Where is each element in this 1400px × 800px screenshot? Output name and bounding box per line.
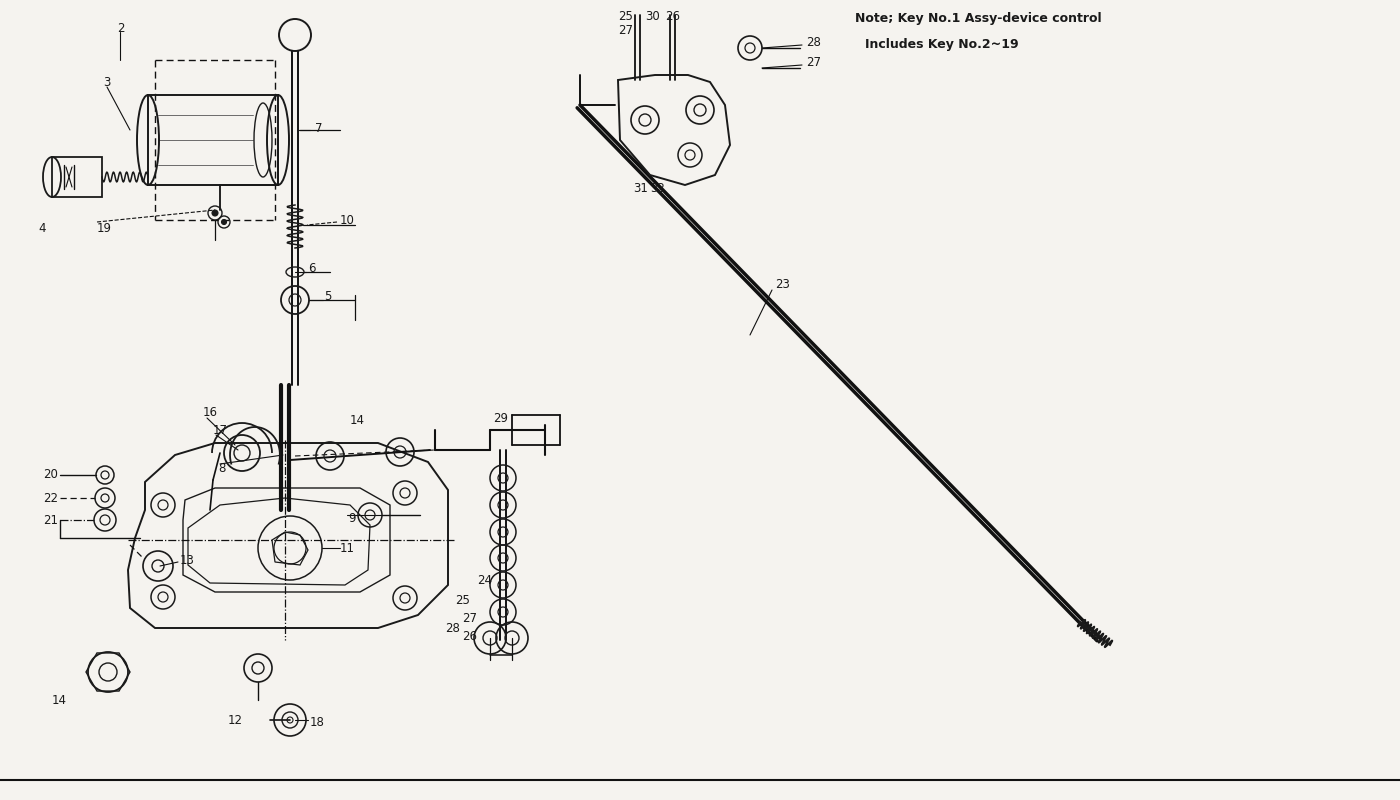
Text: 26: 26 (665, 10, 680, 22)
Text: 7: 7 (315, 122, 322, 134)
Text: 27: 27 (462, 611, 477, 625)
Text: 29: 29 (493, 411, 508, 425)
Text: 2: 2 (118, 22, 125, 34)
Text: 26: 26 (462, 630, 477, 642)
Text: 12: 12 (228, 714, 244, 726)
Text: 21: 21 (43, 514, 57, 526)
Text: 23: 23 (776, 278, 790, 291)
Text: 25: 25 (617, 10, 633, 22)
Text: 11: 11 (340, 542, 356, 554)
Text: Includes Key No.2~19: Includes Key No.2~19 (865, 38, 1019, 51)
Circle shape (211, 210, 218, 216)
Text: 31: 31 (633, 182, 648, 194)
Text: 28: 28 (445, 622, 459, 634)
Text: 25: 25 (455, 594, 470, 606)
Text: 8: 8 (218, 462, 225, 474)
Text: 30: 30 (645, 10, 659, 22)
Text: 24: 24 (477, 574, 491, 586)
Text: 18: 18 (309, 715, 325, 729)
Text: 27: 27 (617, 23, 633, 37)
Text: 4: 4 (38, 222, 45, 234)
Circle shape (221, 219, 227, 225)
Text: 16: 16 (203, 406, 218, 419)
Bar (148, 95, 279, 185)
Text: 13: 13 (181, 554, 195, 566)
Text: 28: 28 (806, 35, 820, 49)
Bar (52, 157, 102, 197)
Text: 22: 22 (43, 491, 57, 505)
Text: 3: 3 (104, 77, 111, 90)
Text: Note; Key No.1 Assy-device control: Note; Key No.1 Assy-device control (855, 12, 1102, 25)
Text: 19: 19 (97, 222, 112, 234)
Text: 10: 10 (340, 214, 354, 226)
Text: 14: 14 (350, 414, 365, 426)
Text: 6: 6 (308, 262, 315, 274)
Text: 20: 20 (43, 469, 57, 482)
Text: 17: 17 (213, 423, 228, 437)
Text: 27: 27 (806, 55, 820, 69)
Text: 14: 14 (52, 694, 67, 706)
Text: 5: 5 (323, 290, 332, 303)
Text: 9: 9 (349, 511, 356, 525)
Text: 32: 32 (650, 182, 665, 194)
